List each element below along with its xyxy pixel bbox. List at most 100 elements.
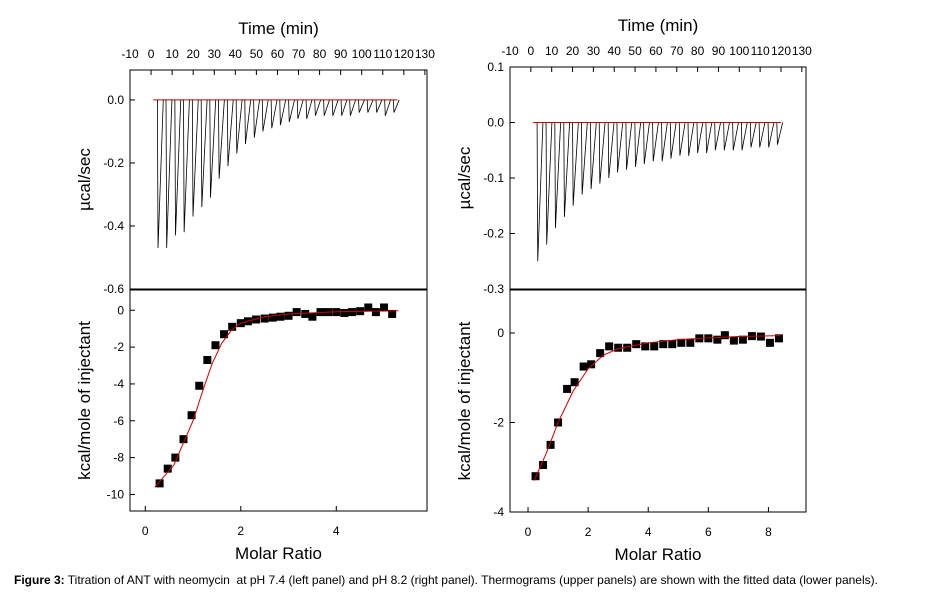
x-tick-label: 10 — [545, 44, 559, 58]
data-point — [380, 303, 389, 312]
injection-peak — [776, 122, 784, 145]
x-tick-label: 2 — [585, 525, 592, 539]
plot-frame — [129, 289, 428, 512]
injection-peak — [296, 99, 304, 119]
injection-peak — [235, 99, 243, 154]
x-tick-label: 130 — [415, 47, 435, 61]
injection-peak — [758, 122, 766, 148]
x-tick-label: 130 — [792, 44, 812, 58]
injection-peak — [375, 99, 383, 113]
data-point — [605, 342, 614, 351]
y-tick-label: -8 — [113, 451, 124, 465]
injection-peak — [226, 99, 234, 167]
data-point — [668, 340, 677, 349]
x-tick-label: 80 — [313, 47, 327, 61]
data-point — [738, 335, 747, 344]
injection-peak — [661, 122, 668, 162]
injection-peak — [253, 99, 260, 138]
data-point — [220, 330, 229, 339]
x-tick-label: 100 — [352, 47, 372, 61]
y-tick-label: -0.2 — [103, 156, 124, 170]
x-tick-label: 50 — [250, 47, 264, 61]
injection-peak — [366, 99, 374, 113]
data-point — [171, 453, 180, 462]
y-tick-label: -6 — [113, 414, 124, 428]
caption-label: Figure 3: — [14, 573, 65, 587]
y-tick-label: -2 — [113, 340, 124, 354]
data-point — [163, 464, 172, 473]
data-point — [650, 342, 659, 351]
injection-peak — [705, 122, 713, 154]
plot-frame — [509, 66, 807, 290]
data-point — [155, 479, 164, 488]
injection-peak — [607, 122, 615, 179]
data-point — [546, 440, 555, 449]
data-point — [203, 355, 212, 364]
data-point — [587, 360, 596, 369]
data-point — [388, 309, 397, 318]
injection-peak — [305, 99, 313, 119]
x-tick-label: 70 — [292, 47, 306, 61]
injection-peak — [384, 99, 391, 116]
injection-peak — [563, 122, 571, 217]
injection-peak — [740, 122, 748, 151]
data-point — [774, 334, 783, 343]
y-tick-label: -4 — [493, 505, 504, 519]
data-point — [563, 384, 572, 393]
data-point — [260, 314, 269, 323]
injection-peak — [340, 99, 348, 116]
data-point — [187, 411, 196, 420]
x-tick-label: 100 — [729, 44, 749, 58]
data-point — [713, 335, 722, 344]
injection-peak — [358, 99, 365, 113]
injection-peak — [392, 99, 400, 113]
x-tick-label: 80 — [691, 44, 705, 58]
x-tick-label: 30 — [208, 47, 222, 61]
x-tick-label: 60 — [649, 44, 663, 58]
fit-line — [154, 310, 399, 488]
x-tick-label: 30 — [587, 44, 601, 58]
injection-peak — [200, 99, 208, 208]
x-tick-label: -10 — [501, 44, 519, 58]
x-tick-label: 110 — [751, 44, 770, 58]
injection-peak — [696, 122, 704, 154]
data-point — [276, 312, 285, 321]
injection-peak — [156, 99, 164, 249]
data-point — [641, 342, 650, 351]
data-point — [570, 378, 579, 387]
injection-peak — [652, 122, 659, 162]
x-tick-label: 90 — [334, 47, 348, 61]
injection-peak — [598, 122, 606, 184]
injection-peak — [270, 99, 278, 129]
data-point — [579, 362, 588, 371]
x-tick-label: 0 — [528, 44, 535, 58]
y-tick-label: 0.1 — [487, 60, 504, 74]
data-point — [228, 322, 237, 331]
data-point — [659, 340, 668, 349]
y-axis-title: µcal/sec — [455, 146, 474, 209]
injection-peak — [687, 122, 695, 156]
data-point — [614, 343, 623, 352]
x-tick-label: 0 — [525, 525, 532, 539]
data-point — [348, 308, 357, 317]
x-tick-label: 90 — [712, 44, 726, 58]
data-point — [539, 461, 548, 470]
x-tick-label: 20 — [187, 47, 201, 61]
injection-peak — [244, 99, 252, 145]
injection-peak — [732, 122, 739, 151]
injection-peak — [572, 122, 579, 206]
injection-peak — [165, 99, 173, 249]
injection-peak — [767, 122, 775, 148]
injection-peak — [279, 99, 287, 126]
injection-peak — [349, 99, 356, 116]
y-tick-label: -0.2 — [483, 227, 504, 241]
figure: -10 0 10 20 30 40 50 60 70 80 90 100 110 120 1300.0-0.… — [75, 16, 812, 564]
x-tick-label: 40 — [229, 47, 243, 61]
injection-peak — [288, 99, 295, 123]
injection-peak — [314, 99, 322, 116]
data-point — [268, 313, 277, 322]
y-tick-label: 0 — [117, 303, 124, 317]
injection-peak — [218, 99, 225, 179]
x-tick-label: 120 — [771, 44, 791, 58]
x-axis-title: Time (min) — [618, 16, 699, 35]
